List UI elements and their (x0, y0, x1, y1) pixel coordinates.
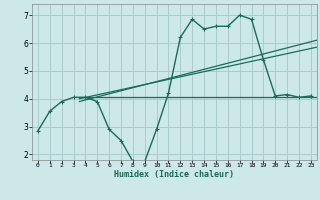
X-axis label: Humidex (Indice chaleur): Humidex (Indice chaleur) (115, 170, 234, 179)
